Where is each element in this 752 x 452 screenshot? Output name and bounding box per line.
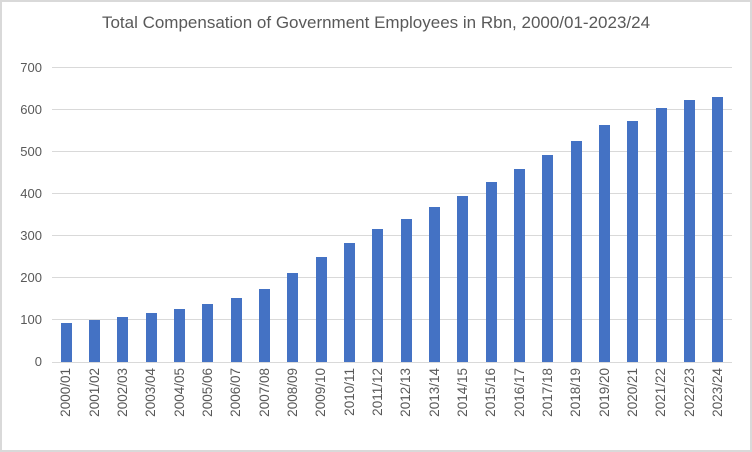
gridline	[52, 277, 732, 278]
bar-2019/20	[599, 124, 610, 362]
x-axis-line	[52, 362, 732, 363]
x-axis-tick-label: 2012/13	[398, 368, 414, 417]
bar-2009/10	[315, 257, 327, 362]
bar-2005/06	[202, 304, 214, 362]
y-axis-tick-label: 700	[20, 60, 42, 75]
bar-2018/19	[570, 140, 582, 362]
x-axis-tick-label: 2021/22	[653, 368, 669, 417]
gridline	[52, 151, 732, 152]
x-axis-tick-label: 2016/17	[511, 368, 527, 417]
bar-2002/03	[117, 316, 129, 362]
x-axis-tick-label: 2022/23	[681, 368, 697, 417]
bar-2003/04	[145, 312, 157, 362]
x-axis-tick-label: 2014/15	[454, 368, 470, 417]
bar-2020/21	[627, 120, 639, 362]
x-axis-tick-label: 2010/11	[341, 368, 357, 416]
x-axis-tick-label: 2019/20	[596, 368, 612, 417]
y-axis-tick-label: 500	[20, 144, 42, 159]
gridline	[52, 109, 732, 110]
x-axis-tick-label: 2003/04	[143, 368, 159, 417]
x-axis-tick-label: 2000/01	[58, 368, 74, 417]
bar-2015/16	[485, 182, 497, 362]
bar-2008/09	[287, 273, 299, 362]
x-axis-tick-label: 2023/24	[709, 368, 725, 417]
y-axis-tick-label: 300	[20, 228, 42, 243]
bar-2010/11	[344, 242, 355, 362]
x-axis-tick-label: 2011/12	[369, 368, 385, 416]
y-axis-tick-label: 200	[20, 270, 42, 285]
gridline	[52, 235, 732, 236]
x-axis-tick-label: 2001/02	[86, 368, 102, 417]
bar-2007/08	[259, 288, 270, 362]
bar-2006/07	[230, 298, 242, 362]
chart-title: Total Compensation of Government Employe…	[101, 13, 651, 32]
x-axis-tick-label: 2002/03	[114, 368, 130, 417]
x-axis-tick-label: 2009/10	[313, 368, 329, 417]
gridline	[52, 193, 732, 194]
x-axis-tick-label: 2020/21	[624, 368, 640, 417]
bar-2023/24	[712, 96, 724, 362]
bar-2000/01	[60, 322, 72, 362]
x-axis-tick-label: 2015/16	[483, 368, 499, 417]
bar-2022/23	[684, 99, 695, 362]
bar-2017/18	[542, 155, 554, 362]
y-axis-tick-label: 100	[20, 312, 42, 327]
x-axis-tick-label: 2017/18	[539, 368, 555, 417]
x-axis-tick-label: 2018/19	[568, 368, 584, 417]
bar-2012/13	[400, 218, 412, 362]
x-axis-tick-label: 2008/09	[284, 368, 300, 417]
y-axis-tick-label: 0	[34, 354, 42, 369]
gridline	[52, 319, 732, 320]
bar-2021/22	[655, 107, 667, 362]
y-axis-tick-label: 600	[20, 102, 42, 117]
bar-2011/12	[372, 228, 384, 362]
bar-2013/14	[429, 206, 440, 362]
x-axis-tick-label: 2006/07	[228, 368, 244, 417]
gridline	[52, 67, 732, 68]
x-axis-tick-label: 2004/05	[171, 368, 187, 417]
x-axis-tick-label: 2005/06	[199, 368, 215, 417]
bar-2004/05	[174, 309, 185, 362]
bar-2001/02	[89, 320, 100, 362]
y-axis-tick-label: 400	[20, 186, 42, 201]
bar-2014/15	[457, 195, 469, 362]
bar-2016/17	[514, 169, 525, 362]
x-axis-tick-label: 2007/08	[256, 368, 272, 417]
plot-area	[52, 67, 732, 363]
x-axis-tick-label: 2013/14	[426, 368, 442, 417]
